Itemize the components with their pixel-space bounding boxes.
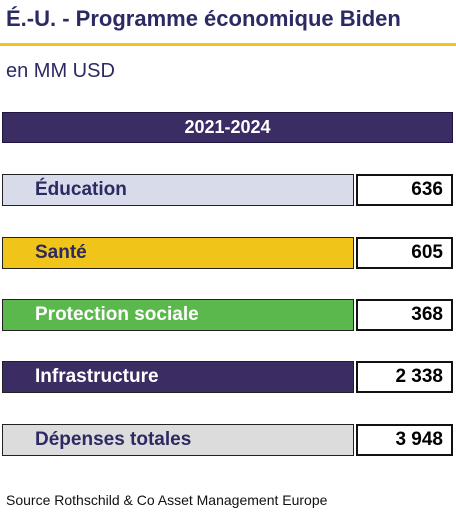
row-label-cell: Infrastructure <box>2 361 354 393</box>
row-value: 3 948 <box>395 429 443 450</box>
row-label: Infrastructure <box>35 366 159 387</box>
row-value: 368 <box>411 304 443 325</box>
row-value: 636 <box>411 179 443 200</box>
unit-subtitle: en MM USD <box>6 60 115 82</box>
row-value: 2 338 <box>395 366 443 387</box>
row-value-cell: 605 <box>356 237 453 269</box>
row-label-cell: Éducation <box>2 174 354 206</box>
row-label-cell: Dépenses totales <box>2 424 354 456</box>
table-row-protection-sociale: Protection sociale 368 <box>2 299 453 331</box>
row-label: Dépenses totales <box>35 429 192 450</box>
row-label: Santé <box>35 242 87 263</box>
row-label-cell: Protection sociale <box>2 299 354 331</box>
row-value: 605 <box>411 242 443 263</box>
period-header: 2021-2024 <box>2 112 453 143</box>
row-value-cell: 636 <box>356 174 453 206</box>
row-value-cell: 3 948 <box>356 424 453 456</box>
table-row-depenses-totales: Dépenses totales 3 948 <box>2 424 453 456</box>
row-label: Protection sociale <box>35 304 199 325</box>
table-row-education: Éducation 636 <box>2 174 453 206</box>
row-value-cell: 2 338 <box>356 361 453 393</box>
source-note: Source Rothschild & Co Asset Management … <box>6 492 328 508</box>
period-label: 2021-2024 <box>184 117 271 137</box>
table-row-infrastructure: Infrastructure 2 338 <box>2 361 453 393</box>
page-title: É.-U. - Programme économique Biden <box>6 6 401 31</box>
row-value-cell: 368 <box>356 299 453 331</box>
row-label-cell: Santé <box>2 237 354 269</box>
row-label: Éducation <box>35 179 127 200</box>
table-row-sante: Santé 605 <box>2 237 453 269</box>
title-underline <box>0 43 456 46</box>
